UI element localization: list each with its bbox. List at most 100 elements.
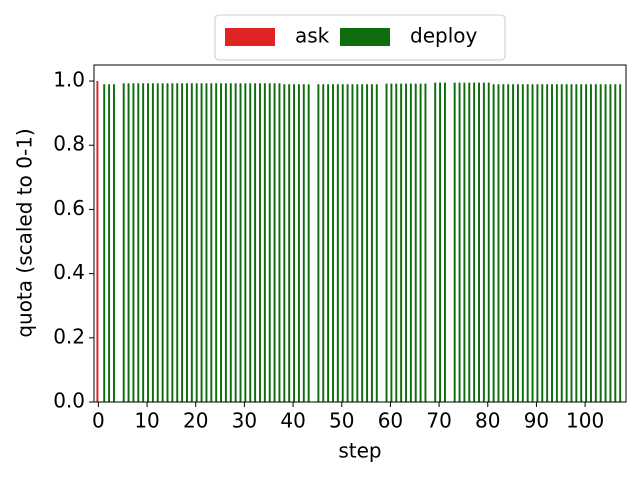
bar: [132, 83, 135, 402]
bar: [185, 83, 188, 402]
y-tick-label: 0.0: [53, 389, 85, 413]
bar: [190, 83, 193, 402]
bar: [521, 84, 524, 402]
bar: [297, 84, 300, 402]
legend-label: ask: [295, 24, 330, 48]
bar: [400, 83, 403, 402]
bar: [336, 84, 339, 402]
bar: [122, 83, 125, 402]
bar: [492, 84, 495, 402]
y-tick-label: 0.4: [53, 260, 85, 284]
bar: [161, 83, 164, 402]
bar: [443, 82, 446, 402]
bar: [156, 83, 159, 402]
bar: [473, 82, 476, 402]
bar: [409, 83, 412, 402]
bar: [395, 83, 398, 402]
bar: [346, 84, 349, 402]
bar: [127, 83, 130, 402]
bar: [551, 84, 553, 402]
legend-label: deploy: [410, 24, 477, 48]
bar: [565, 84, 568, 402]
bar: [176, 83, 179, 402]
x-tick-label: 90: [524, 409, 549, 433]
bar: [278, 83, 281, 402]
bar: [259, 83, 261, 402]
bar: [546, 84, 549, 402]
bar: [390, 83, 393, 402]
bar: [526, 84, 529, 402]
bar: [541, 84, 544, 402]
bar: [370, 84, 373, 402]
bars: [96, 81, 622, 402]
bar: [288, 84, 291, 402]
bar: [560, 84, 563, 402]
bar: [414, 83, 417, 402]
bar: [166, 83, 169, 402]
bar: [555, 84, 558, 402]
bar: [215, 83, 218, 402]
bar: [482, 82, 485, 402]
bar: [239, 83, 242, 402]
bar: [151, 83, 154, 402]
bar: [375, 84, 378, 402]
x-tick-label: 40: [280, 409, 305, 433]
bar: [512, 84, 515, 402]
bar: [195, 83, 198, 402]
bar: [478, 82, 480, 402]
bar: [181, 83, 184, 402]
bar: [599, 84, 602, 402]
bar: [205, 83, 208, 402]
bar: [424, 83, 427, 402]
bar: [137, 83, 140, 402]
bar: [254, 83, 257, 402]
bar: [619, 84, 622, 402]
bar: [341, 84, 344, 402]
bar: [468, 82, 471, 402]
bar: [580, 84, 583, 402]
bar: [507, 84, 510, 402]
bar: [439, 82, 442, 402]
bar: [224, 83, 227, 402]
bar: [614, 84, 617, 402]
bar: [108, 84, 111, 402]
x-tick-label: 0: [92, 409, 105, 433]
bar: [385, 83, 388, 402]
y-tick-label: 0.2: [53, 324, 85, 348]
bar: [361, 84, 364, 402]
bar: [307, 84, 310, 402]
bar: [332, 84, 334, 402]
bar: [453, 82, 456, 402]
bar: [497, 84, 500, 402]
bar: [283, 84, 286, 402]
y-tick-label: 0.6: [53, 196, 85, 220]
bar: [142, 83, 145, 402]
legend-swatch: [340, 28, 390, 46]
bar: [502, 84, 505, 402]
bar: [171, 83, 174, 402]
bar: [273, 83, 276, 402]
bar: [570, 84, 573, 402]
bar: [200, 83, 203, 402]
y-tick-label: 1.0: [53, 68, 85, 92]
axes-frame: [93, 64, 627, 403]
x-tick-label: 10: [134, 409, 159, 433]
bar: [229, 83, 232, 402]
x-tick-label: 80: [475, 409, 500, 433]
bar: [249, 83, 252, 402]
bar: [585, 84, 588, 402]
y-tick-label: 0.8: [53, 132, 85, 156]
legend: ask deploy: [225, 24, 477, 48]
bar: [244, 83, 247, 402]
x-tick-label: 60: [378, 409, 403, 433]
bar: [103, 84, 106, 402]
bar: [263, 83, 266, 402]
x-tick-label: 70: [426, 409, 451, 433]
bar: [302, 84, 305, 402]
bar: [594, 84, 597, 402]
bar: [405, 83, 407, 402]
bar: [604, 84, 607, 402]
bar: [536, 84, 539, 402]
bar: [147, 83, 150, 402]
bar: [458, 82, 461, 402]
